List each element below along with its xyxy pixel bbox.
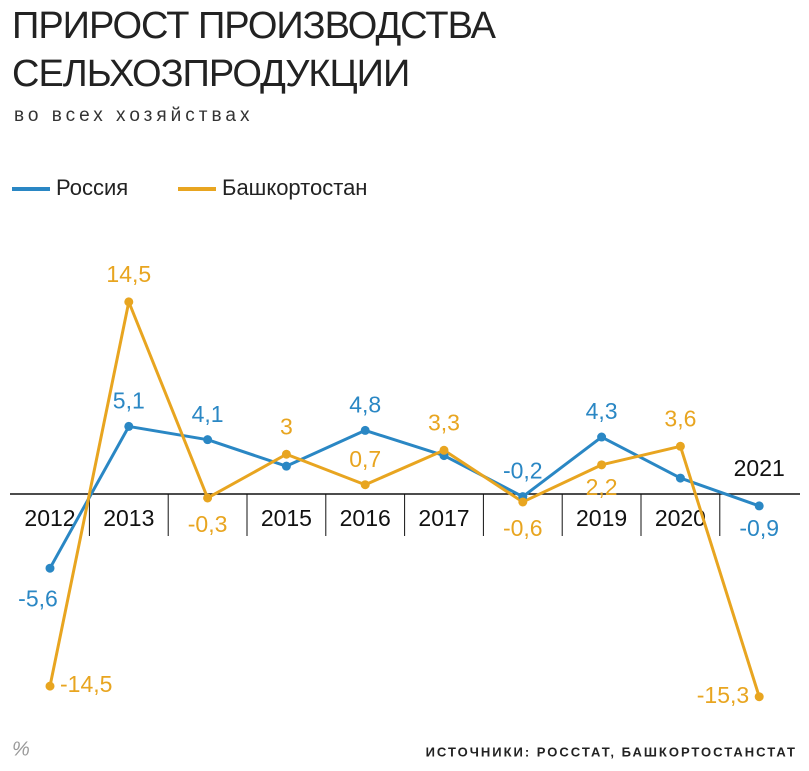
data-label: 3,3 bbox=[428, 409, 460, 435]
data-label: -5,6 bbox=[18, 585, 58, 611]
unit-label: % bbox=[12, 738, 30, 760]
data-label: -0,3 bbox=[188, 511, 228, 537]
x-tick-label: 2020 bbox=[655, 505, 706, 531]
data-point bbox=[124, 421, 134, 431]
data-label: 0,7 bbox=[349, 446, 381, 472]
x-tick-label: 2012 bbox=[24, 505, 75, 531]
series-line bbox=[48, 300, 761, 698]
legend-label: Башкортостан bbox=[222, 175, 367, 200]
chart-subtitle: во всех хозяйствах bbox=[14, 105, 253, 126]
data-point bbox=[45, 681, 55, 691]
series-line bbox=[48, 424, 760, 569]
data-point bbox=[45, 563, 55, 573]
data-point bbox=[360, 425, 370, 435]
source: ИСТОЧНИКИ: РОССТАТ, БАШКОРТОСТАНСТАТ bbox=[426, 744, 797, 759]
data-point bbox=[754, 501, 764, 511]
x-tick-label: 2013 bbox=[103, 505, 154, 531]
data-point bbox=[360, 480, 370, 490]
x-tick-label: 2019 bbox=[576, 505, 627, 531]
x-tick-label: 2017 bbox=[418, 505, 469, 531]
data-point bbox=[281, 461, 291, 471]
data-point bbox=[203, 493, 213, 503]
data-label: -15,3 bbox=[697, 682, 749, 708]
data-label: 4,8 bbox=[349, 391, 381, 417]
data-label: -0,6 bbox=[503, 515, 543, 541]
x-tick-label: 2021 bbox=[734, 455, 785, 481]
data-label: 4,3 bbox=[586, 398, 618, 424]
data-label: 3 bbox=[280, 413, 293, 439]
data-point bbox=[439, 445, 449, 455]
data-label: -0,9 bbox=[739, 515, 779, 541]
data-point bbox=[518, 497, 528, 507]
data-label: 4,1 bbox=[192, 401, 224, 427]
data-point bbox=[675, 441, 685, 451]
data-label: 5,1 bbox=[113, 388, 145, 414]
legend-label: Россия bbox=[56, 175, 128, 200]
data-point bbox=[754, 692, 764, 702]
x-tick-label: 2016 bbox=[340, 505, 391, 531]
data-label: -14,5 bbox=[60, 671, 112, 697]
data-label: -0,2 bbox=[503, 458, 543, 484]
data-point bbox=[597, 432, 607, 442]
data-point bbox=[124, 297, 134, 307]
data-label: 14,5 bbox=[106, 261, 151, 287]
data-point bbox=[281, 449, 291, 459]
data-point bbox=[597, 460, 607, 470]
chart-title: СЕЛЬХОЗПРОДУКЦИИ bbox=[12, 53, 409, 95]
data-point bbox=[203, 435, 213, 445]
x-tick-label: 2015 bbox=[261, 505, 312, 531]
data-label: 3,6 bbox=[664, 405, 696, 431]
chart-title: ПРИРОСТ ПРОИЗВОДСТВА bbox=[12, 5, 497, 47]
data-label: 2,2 bbox=[586, 474, 618, 500]
data-point bbox=[675, 473, 685, 483]
